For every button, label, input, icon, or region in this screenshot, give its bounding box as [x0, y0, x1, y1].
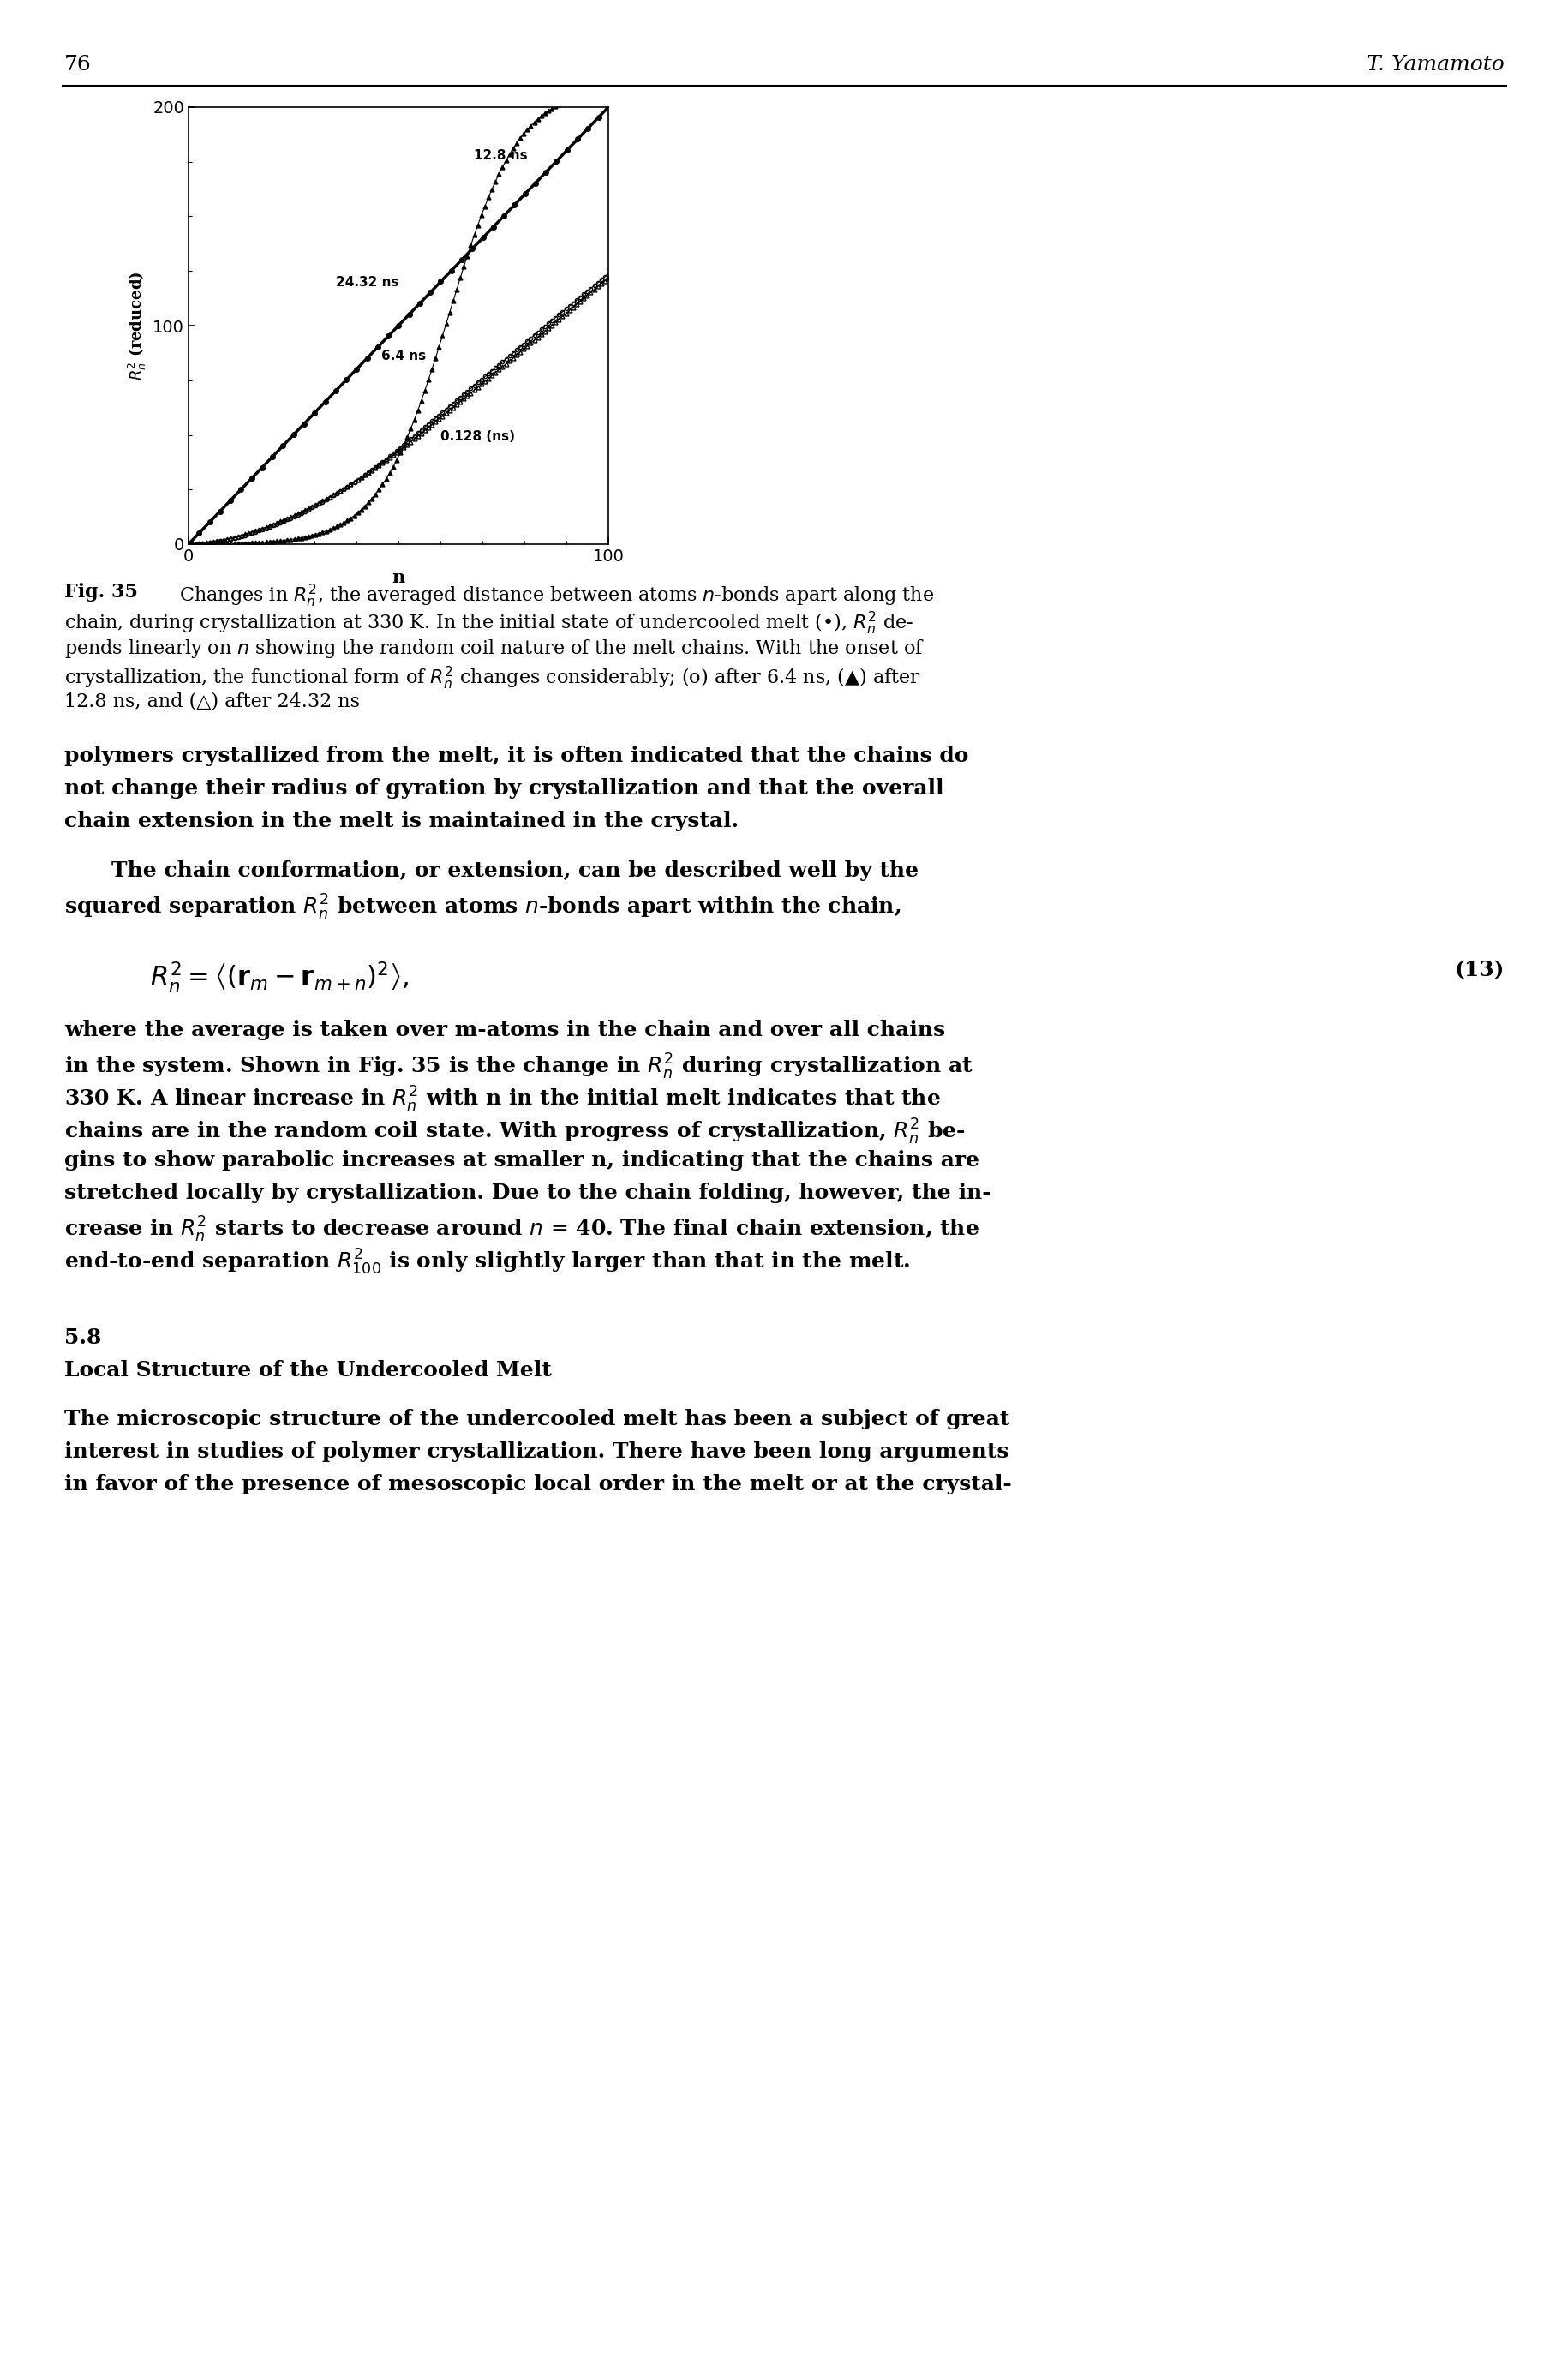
Text: 12.8 ns: 12.8 ns — [474, 150, 527, 162]
Text: Fig. 35: Fig. 35 — [64, 583, 138, 602]
X-axis label: n: n — [392, 568, 405, 587]
Text: 24.32 ns: 24.32 ns — [336, 276, 398, 288]
Text: gins to show parabolic increases at smaller n, indicating that the chains are: gins to show parabolic increases at smal… — [64, 1151, 978, 1170]
Text: interest in studies of polymer crystallization. There have been long arguments: interest in studies of polymer crystalli… — [64, 1441, 1008, 1462]
Text: Local Structure of the Undercooled Melt: Local Structure of the Undercooled Melt — [64, 1360, 552, 1382]
Text: squared separation $R_n^2$ between atoms $n$-bonds apart within the chain,: squared separation $R_n^2$ between atoms… — [64, 892, 900, 923]
Text: (13): (13) — [1454, 961, 1504, 980]
Y-axis label: $R_n^2$ (reduced): $R_n^2$ (reduced) — [127, 271, 147, 380]
Text: Changes in $R_n^2$, the averaged distance between atoms $n$-bonds apart along th: Changes in $R_n^2$, the averaged distanc… — [166, 583, 933, 609]
Text: The chain conformation, or extension, can be described well by the: The chain conformation, or extension, ca… — [111, 861, 919, 880]
Text: 0.128 (ns): 0.128 (ns) — [441, 430, 514, 442]
Text: chain, during crystallization at 330 K. In the initial state of undercooled melt: chain, during crystallization at 330 K. … — [64, 611, 913, 637]
Text: $R_n^2 = \left\langle \left( \mathbf{r}_m - \mathbf{r}_{m+n} \right)^2 \right\ra: $R_n^2 = \left\langle \left( \mathbf{r}_… — [151, 961, 409, 994]
Text: 76: 76 — [64, 55, 91, 74]
Text: where the average is taken over m-atoms in the chain and over all chains: where the average is taken over m-atoms … — [64, 1020, 944, 1039]
Text: crease in $R_n^2$ starts to decrease around $n$ = 40. The final chain extension,: crease in $R_n^2$ starts to decrease aro… — [64, 1215, 978, 1244]
Text: 5.8: 5.8 — [64, 1327, 102, 1348]
Text: in favor of the presence of mesoscopic local order in the melt or at the crystal: in favor of the presence of mesoscopic l… — [64, 1474, 1011, 1493]
Text: chain extension in the melt is maintained in the crystal.: chain extension in the melt is maintaine… — [64, 811, 739, 832]
Text: The microscopic structure of the undercooled melt has been a subject of great: The microscopic structure of the underco… — [64, 1408, 1010, 1429]
Text: not change their radius of gyration by crystallization and that the overall: not change their radius of gyration by c… — [64, 778, 944, 799]
Text: stretched locally by crystallization. Due to the chain folding, however, the in-: stretched locally by crystallization. Du… — [64, 1182, 991, 1203]
Text: crystallization, the functional form of $R_n^2$ changes considerably; (o) after : crystallization, the functional form of … — [64, 666, 920, 692]
Text: 12.8 ns, and (△) after 24.32 ns: 12.8 ns, and (△) after 24.32 ns — [64, 692, 359, 711]
Text: pends linearly on $n$ showing the random coil nature of the melt chains. With th: pends linearly on $n$ showing the random… — [64, 637, 924, 659]
Text: polymers crystallized from the melt, it is often indicated that the chains do: polymers crystallized from the melt, it … — [64, 747, 967, 766]
Text: chains are in the random coil state. With progress of crystallization, $R_n^2$ b: chains are in the random coil state. Wit… — [64, 1118, 964, 1146]
Text: T. Yamamoto: T. Yamamoto — [1366, 55, 1504, 74]
Text: in the system. Shown in Fig. 35 is the change in $R_n^2$ during crystallization : in the system. Shown in Fig. 35 is the c… — [64, 1053, 972, 1082]
Text: end-to-end separation $R_{100}^2$ is only slightly larger than that in the melt.: end-to-end separation $R_{100}^2$ is onl… — [64, 1248, 909, 1277]
Text: 6.4 ns: 6.4 ns — [381, 350, 426, 364]
Text: 330 K. A linear increase in $R_n^2$ with n in the initial melt indicates that th: 330 K. A linear increase in $R_n^2$ with… — [64, 1084, 941, 1115]
